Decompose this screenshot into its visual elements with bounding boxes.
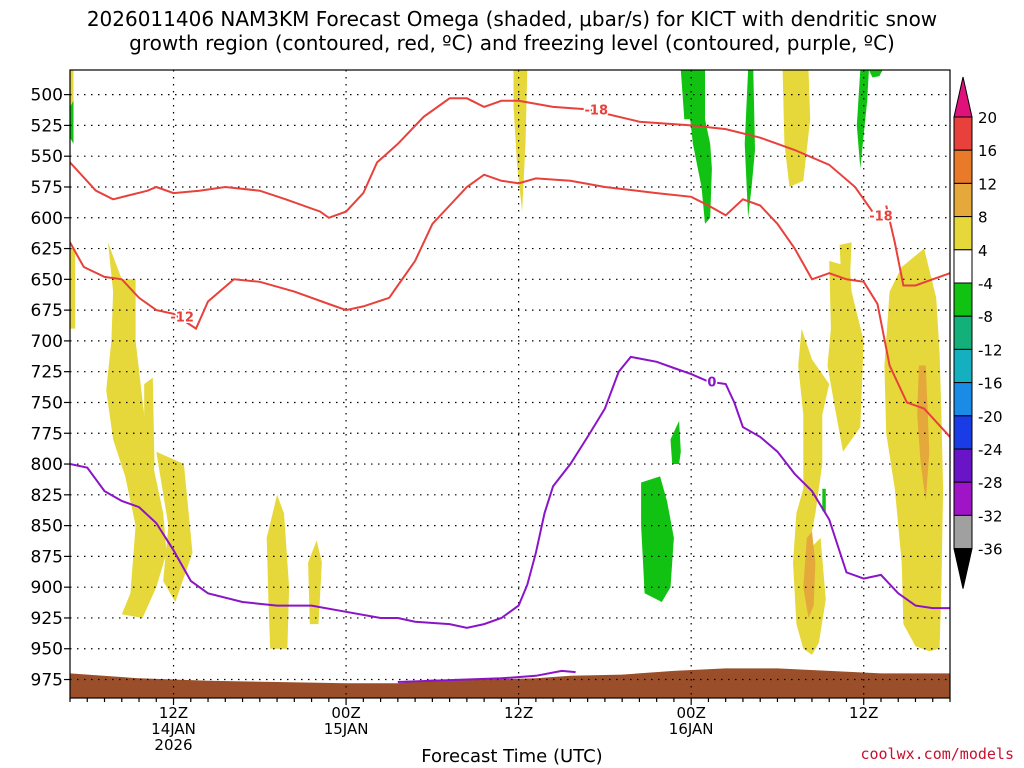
colorbar-swatch — [953, 382, 973, 417]
omega-shaded-region — [513, 70, 528, 212]
colorbar-label: 16 — [978, 142, 997, 160]
omega-shaded-region — [884, 248, 944, 652]
plot-frame — [69, 69, 951, 699]
colorbar-swatch — [953, 448, 973, 483]
y-tick-label: 525 — [31, 116, 63, 136]
y-tick-label: 700 — [31, 332, 63, 352]
colorbar-label: -12 — [978, 341, 1003, 359]
omega-shaded-region — [822, 488, 826, 514]
x-tick-label: 12Z — [159, 704, 188, 722]
y-tick-label: 650 — [31, 270, 63, 290]
colorbar-label: 4 — [978, 242, 988, 260]
colorbar-label: -8 — [978, 308, 993, 326]
colorbar-swatch — [953, 481, 973, 516]
x-tick-label: 15JAN — [324, 720, 369, 738]
y-tick-label: 600 — [31, 209, 63, 229]
omega-shaded-region — [689, 70, 712, 224]
omega-shaded-region — [308, 540, 322, 625]
colorbar-top-arrow — [953, 76, 973, 118]
omega-shaded-region — [266, 494, 290, 649]
chart-title-line-2: growth region (contoured, red, ºC) and f… — [129, 31, 895, 55]
dendritic-growth-contour — [885, 205, 950, 287]
x-tick-label: 14JAN — [151, 720, 196, 738]
y-tick-label: 775 — [31, 424, 63, 444]
colorbar-swatch — [953, 149, 973, 184]
x-axis-title: Forecast Time (UTC) — [421, 746, 603, 767]
contour-label: 0 — [707, 376, 716, 391]
colorbar-label: 20 — [978, 109, 997, 127]
omega-shaded-region — [641, 476, 674, 602]
y-tick-label: 875 — [31, 547, 63, 567]
colorbar-swatch — [953, 415, 973, 450]
omega-shaded-region — [70, 248, 76, 329]
colorbar-label: -16 — [978, 375, 1003, 393]
x-tick-label: 12Z — [504, 704, 533, 722]
y-tick-label: 750 — [31, 393, 63, 413]
omega-shaded-region — [113, 279, 136, 428]
colorbar-swatch — [953, 348, 973, 384]
colorbar-label: -28 — [978, 474, 1003, 492]
colorbar-label: -24 — [978, 441, 1003, 459]
y-tick-label: 900 — [31, 578, 63, 598]
omega-shaded-region — [917, 365, 930, 501]
credit-text: coolwx.com/models — [860, 745, 1014, 763]
y-tick-label: 675 — [31, 301, 63, 321]
colorbar-swatch — [953, 315, 973, 350]
colorbar-swatch — [953, 182, 973, 218]
colorbar-swatch — [953, 514, 973, 550]
omega-shaded-region — [868, 70, 883, 78]
x-tick-label: 00Z — [676, 704, 705, 722]
omega-shaded-region — [782, 70, 811, 187]
freezing-level-contour — [70, 355, 950, 629]
contour-label: -12 — [170, 310, 194, 325]
omega-shaded-region — [827, 260, 864, 452]
x-tick-label: 00Z — [331, 704, 360, 722]
y-tick-label: 950 — [31, 640, 63, 660]
omega-shaded-region — [744, 70, 755, 218]
colorbar-label: -36 — [978, 541, 1003, 559]
dendritic-growth-contour — [70, 173, 950, 438]
colorbar-label: -32 — [978, 507, 1003, 525]
x-tick-label: 12Z — [849, 704, 878, 722]
colorbar-swatch — [953, 249, 973, 284]
omega-shaded-region — [156, 451, 193, 602]
dendritic-growth-contour — [70, 97, 874, 219]
y-tick-label: 850 — [31, 517, 63, 537]
omega-shaded-region — [856, 70, 869, 169]
omega-shaded-region — [70, 100, 74, 144]
y-tick-label: 925 — [31, 609, 63, 629]
colorbar-bottom-arrow — [953, 548, 973, 589]
colorbar-label: 8 — [978, 209, 988, 227]
y-tick-label: 625 — [31, 240, 63, 260]
omega-shaded-region — [803, 531, 816, 618]
x-tick-label: 16JAN — [669, 720, 714, 738]
omega-shaded-region — [144, 377, 155, 538]
contour-label: -18 — [869, 209, 893, 224]
omega-shaded-region — [670, 420, 681, 464]
omega-shaded-region — [793, 328, 830, 655]
y-tick-label: 575 — [31, 178, 63, 198]
colorbar-label: -4 — [978, 275, 993, 293]
colorbar-swatch — [953, 282, 973, 317]
colorbar-label: 12 — [978, 175, 997, 193]
chart-title-line-1: 2026011406 NAM3KM Forecast Omega (shaded… — [86, 7, 938, 31]
contour-label: -18 — [585, 103, 609, 118]
colorbar-label: -20 — [978, 408, 1003, 426]
freezing-level-contour — [397, 669, 576, 683]
terrain-surface — [70, 668, 950, 698]
colorbar-swatch — [953, 116, 973, 151]
colorbar-swatch — [953, 216, 973, 251]
y-tick-label: 975 — [31, 671, 63, 691]
omega-shaded-region — [839, 242, 852, 280]
y-tick-label: 825 — [31, 486, 63, 506]
y-tick-label: 500 — [31, 86, 63, 106]
y-tick-label: 550 — [31, 147, 63, 167]
x-tick-label: 2026 — [154, 736, 192, 754]
y-tick-label: 800 — [31, 455, 63, 475]
y-tick-label: 725 — [31, 363, 63, 383]
